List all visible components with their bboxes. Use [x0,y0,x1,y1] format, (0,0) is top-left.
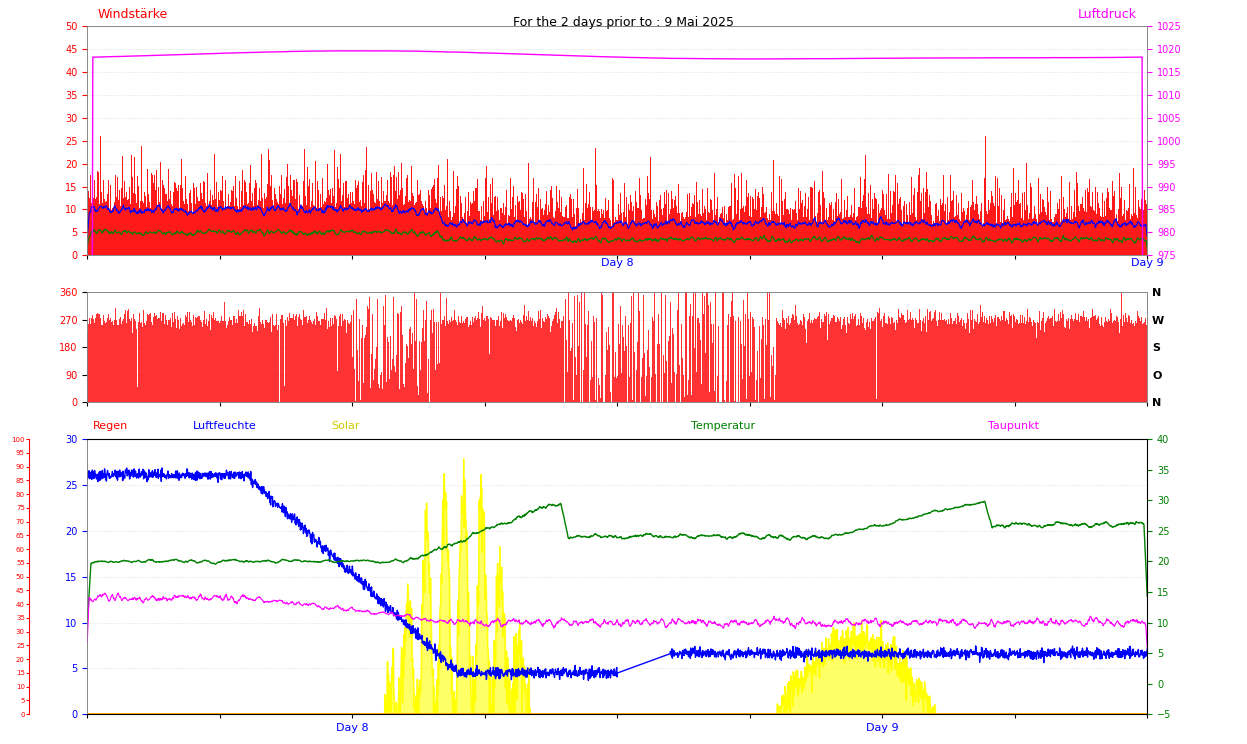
Text: For the 2 days prior to : 9 Mai 2025: For the 2 days prior to : 9 Mai 2025 [513,16,734,29]
Text: Taupunkt: Taupunkt [989,421,1039,431]
Text: Temperatur: Temperatur [692,421,756,431]
Text: Solar: Solar [332,421,359,431]
Text: Day 9: Day 9 [1131,257,1163,268]
Text: Windstärke: Windstärke [99,8,168,22]
Text: Luftdruck: Luftdruck [1077,8,1137,22]
Text: Luftfeuchte: Luftfeuchte [193,421,257,431]
Text: Regen: Regen [92,421,128,431]
Text: Day 8: Day 8 [601,257,633,268]
